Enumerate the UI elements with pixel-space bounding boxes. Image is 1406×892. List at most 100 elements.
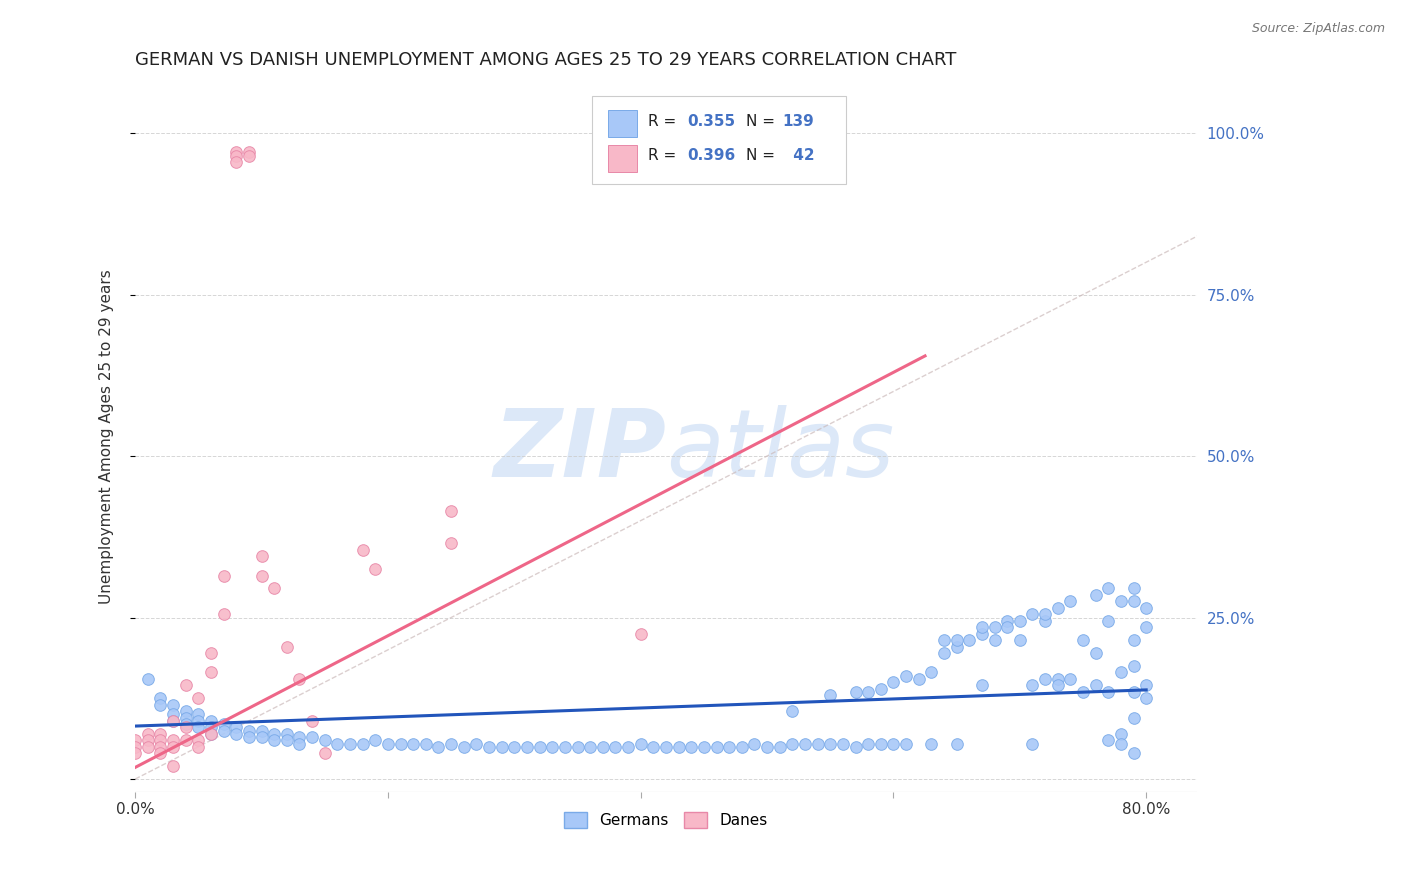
FancyBboxPatch shape [607,145,637,171]
Point [882,675,904,690]
Point [440,504,463,518]
Point [1084,588,1107,602]
Point [1033,672,1056,686]
Point [149,691,172,706]
Point [187,714,209,728]
Point [276,640,298,654]
Point [136,727,159,741]
Point [415,737,437,751]
Point [263,727,285,741]
Text: R =: R = [648,114,681,129]
Point [894,668,917,682]
Point [136,733,159,747]
Point [983,633,1005,648]
Point [225,148,247,162]
Text: R =: R = [648,148,681,163]
Point [907,672,929,686]
Point [225,155,247,169]
Point [516,739,538,754]
Point [250,730,273,744]
Point [1122,659,1144,673]
Point [1046,678,1069,692]
Point [1122,582,1144,596]
Point [124,739,146,754]
Point [301,730,323,744]
Point [352,737,374,751]
Point [339,737,361,751]
Point [945,633,967,648]
Point [693,739,716,754]
Point [200,727,222,741]
Point [162,759,184,773]
Point [149,733,172,747]
Point [1021,678,1043,692]
Point [200,646,222,660]
Point [187,720,209,734]
Point [1122,594,1144,608]
Point [162,714,184,728]
Point [162,714,184,728]
Point [1122,711,1144,725]
Point [1059,594,1081,608]
Point [794,737,817,751]
Point [124,746,146,760]
Point [706,739,728,754]
Point [1135,691,1157,706]
Point [782,704,804,718]
Point [856,685,879,699]
Point [844,739,866,754]
Point [995,620,1018,634]
Text: N =: N = [745,114,779,129]
Point [995,614,1018,628]
Point [807,737,830,751]
Point [149,727,172,741]
Point [314,733,336,747]
Point [440,536,463,550]
Point [174,717,197,731]
Point [276,733,298,747]
Point [212,568,235,582]
Point [1135,620,1157,634]
Point [668,739,690,754]
Point [831,737,853,751]
Point [364,562,387,576]
Point [617,739,640,754]
Point [970,678,993,692]
Point [162,707,184,722]
Point [643,739,665,754]
Point [250,549,273,564]
Point [238,145,260,160]
Point [718,739,741,754]
Point [377,737,399,751]
Point [187,691,209,706]
Point [427,739,450,754]
Point [869,681,891,696]
Point [630,626,652,640]
Point [579,739,602,754]
Point [1109,737,1132,751]
Point [238,148,260,162]
Point [174,704,197,718]
Point [352,542,374,557]
Point [1109,665,1132,680]
Point [1084,646,1107,660]
Point [592,739,614,754]
Point [1097,614,1119,628]
Point [957,633,980,648]
Point [136,672,159,686]
Point [1046,600,1069,615]
Point [149,746,172,760]
Point [212,607,235,622]
Point [655,739,678,754]
Point [856,737,879,751]
Point [225,727,247,741]
Point [453,739,475,754]
Point [932,646,955,660]
Point [744,737,766,751]
Point [187,733,209,747]
Point [124,733,146,747]
Point [136,739,159,754]
Point [1097,582,1119,596]
Point [756,739,779,754]
Point [882,737,904,751]
